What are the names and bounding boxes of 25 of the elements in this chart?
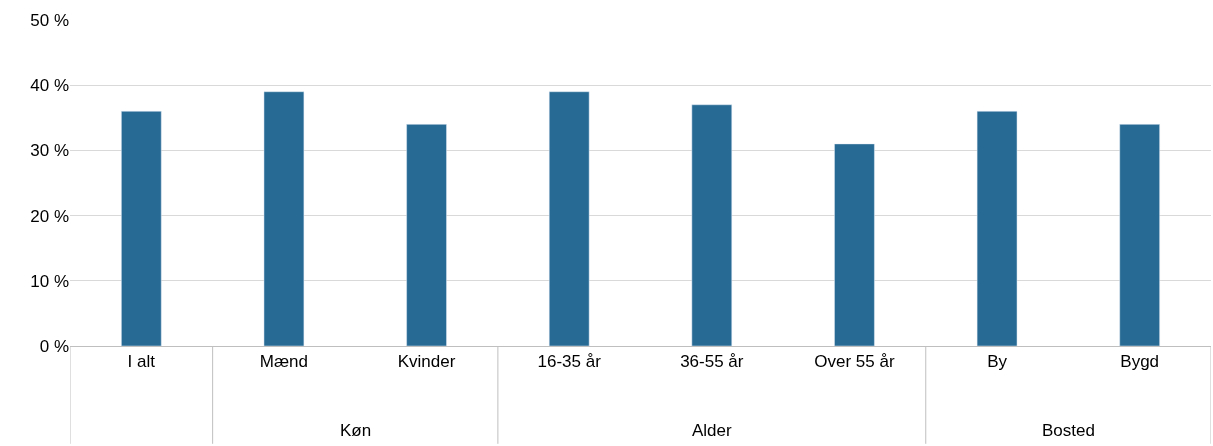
bar [406, 124, 447, 346]
y-tick-label: 30 % [30, 141, 69, 161]
bar [976, 111, 1018, 346]
bar [834, 143, 875, 346]
bar [548, 91, 590, 346]
y-tick-label: 0 % [39, 336, 69, 356]
text: Bosted [1042, 421, 1095, 440]
y-tick-label: 50 % [30, 10, 69, 30]
bar [1119, 124, 1160, 346]
x-tick-label: Over 55 år [814, 352, 895, 372]
x-tick-label: 36-55 år [680, 352, 744, 372]
x-tick-label: 16-35 år [537, 352, 602, 372]
text: Køn [340, 421, 372, 440]
x-tick-label: Kvinder [397, 352, 456, 372]
y-tick-label: 20 % [30, 206, 69, 226]
y-tick-label: 10 % [30, 271, 69, 291]
x-tick-label: By [987, 352, 1008, 372]
x-tick-label: Bygd [1120, 352, 1160, 372]
x-tick-label: Mænd [259, 352, 309, 372]
y-tick-label: 40 % [30, 76, 69, 96]
bar [691, 104, 733, 346]
x-tick-label: I alt [127, 352, 156, 372]
text: Alder [692, 421, 733, 440]
bar [121, 111, 162, 346]
bar [263, 91, 305, 346]
